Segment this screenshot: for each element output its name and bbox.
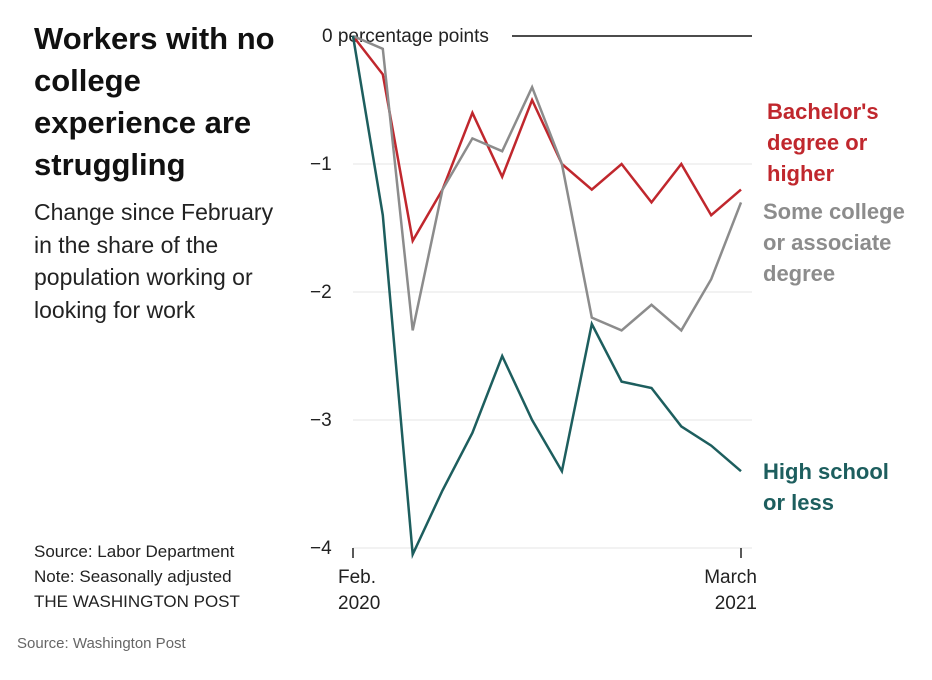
series-label-0-line-1: degree or (767, 130, 868, 155)
chart-notes: Source: Labor Department Note: Seasonall… (34, 539, 314, 614)
source-note: Source: Labor Department (34, 542, 235, 561)
series-lines (351, 34, 743, 560)
image-credit: Source: Washington Post (17, 635, 186, 652)
adjustment-note: Note: Seasonally adjusted (34, 567, 232, 586)
x-label-end-month: March (704, 567, 757, 588)
y-tick-label-zero: 0 percentage points (322, 26, 489, 47)
series-label-2-line-1: or less (763, 490, 834, 515)
series-labels: Bachelor's degree or higher Some college or … (763, 99, 905, 515)
axes: Feb. 2020 March 2021 (338, 548, 757, 614)
series-line-2 (351, 35, 742, 560)
series-line-0 (352, 35, 742, 245)
series-label-0-line-2: higher (767, 161, 835, 186)
series-label-2-line-0: High school (763, 459, 889, 484)
chart-subtitle: Change since February in the share of th… (34, 199, 274, 323)
chart-title: Workers with no college experience are s… (34, 21, 275, 182)
series-label-1-line-0: Some college (763, 199, 905, 224)
series-label-1-line-1: or associate (763, 230, 891, 255)
y-tick-label: −3 (310, 410, 332, 431)
y-tick-label: −4 (310, 538, 332, 559)
series-line-1 (352, 34, 743, 333)
series-label-1-line-2: degree (763, 261, 835, 286)
y-tick-label: −2 (310, 282, 332, 303)
series-label-0-line-0: Bachelor's (767, 99, 879, 124)
x-label-start-month: Feb. (338, 567, 376, 588)
y-tick-label: −1 (310, 154, 332, 175)
publisher-note: THE WASHINGTON POST (34, 592, 240, 611)
x-label-end-year: 2021 (715, 593, 757, 614)
x-label-start-year: 2020 (338, 593, 380, 614)
